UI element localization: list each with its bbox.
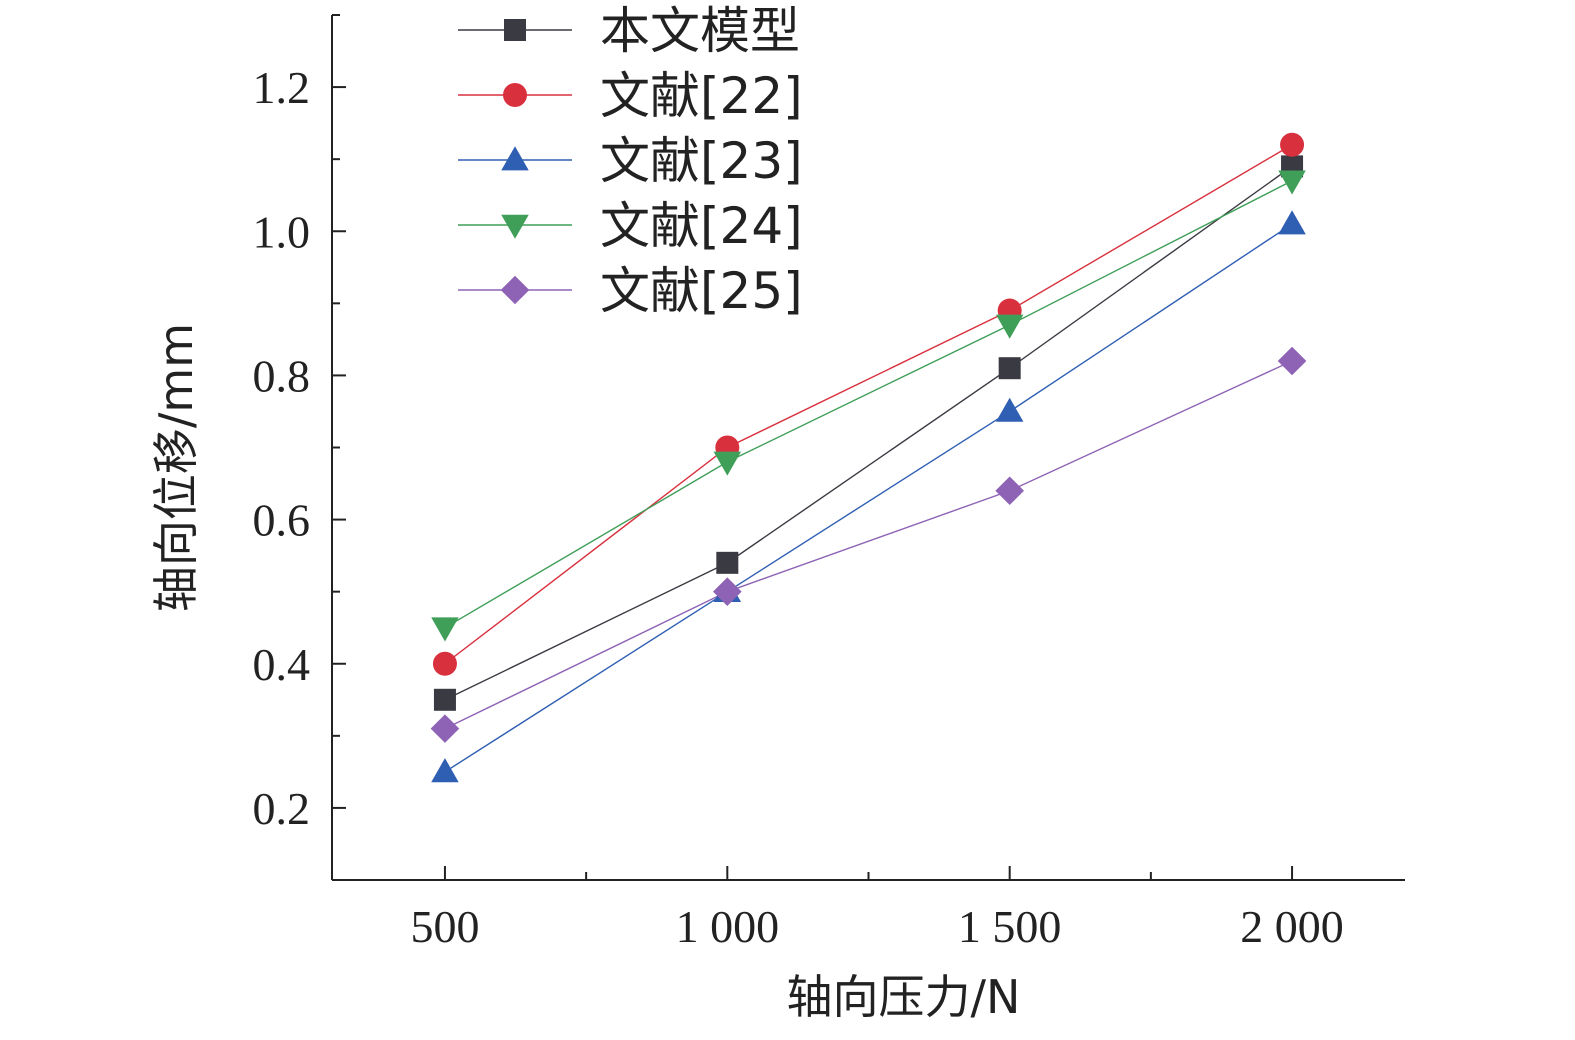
legend-marker <box>503 83 527 107</box>
series-markers <box>430 132 1307 783</box>
series-4-point <box>430 714 460 743</box>
series-1-point <box>432 651 457 676</box>
series-line-0 <box>444 165 1293 701</box>
series-2-point <box>431 758 459 783</box>
legend-marker <box>501 214 529 239</box>
legend-entry-label: 本文模型 <box>600 2 800 60</box>
series-3-point <box>995 314 1024 339</box>
y-tick-label: 1.2 <box>253 62 311 113</box>
series-3-point <box>431 617 459 642</box>
series-2-point <box>995 397 1024 422</box>
series-3-point <box>1278 170 1306 195</box>
series-line-4 <box>444 360 1293 730</box>
legend-entry-label: 文献[23] <box>600 132 803 190</box>
legend-entry-label: 文献[24] <box>600 197 803 255</box>
series-1-point <box>1280 132 1305 157</box>
series-line-1 <box>444 144 1293 665</box>
series-0-point <box>433 688 456 711</box>
legend-entry-label: 文献[25] <box>600 262 803 320</box>
legend-marker <box>501 146 529 171</box>
series-4-point <box>1277 346 1307 376</box>
x-tick-label: 2 000 <box>1240 901 1344 952</box>
series-0-point <box>716 551 739 574</box>
series-4-point <box>713 577 742 606</box>
y-axis-title: 轴向位移/mm <box>149 323 203 612</box>
y-tick-label: 0.4 <box>253 639 311 690</box>
series-4-point <box>995 476 1024 506</box>
series-0-point <box>998 357 1021 380</box>
x-axis-title: 轴向压力/N <box>787 970 1021 1024</box>
x-tick-label: 1 000 <box>676 901 780 952</box>
series-3-point <box>713 451 742 476</box>
series-lines <box>444 144 1293 773</box>
x-tick-label: 1 500 <box>958 901 1062 952</box>
legend-marker <box>504 19 526 41</box>
series-2-point <box>1278 210 1306 235</box>
series-line-3 <box>444 180 1293 629</box>
y-tick-label: 0.8 <box>253 350 311 401</box>
legend-entry-label: 文献[22] <box>600 67 803 125</box>
legend-marker <box>500 275 530 305</box>
y-tick-label: 1.0 <box>253 206 311 257</box>
x-tick-label: 500 <box>410 901 479 952</box>
series-line-2 <box>444 223 1293 773</box>
axes: 0.2 0.4 0.6 0.8 1.0 1.2 500 1 000 1 500 2 000 <box>253 14 1405 952</box>
y-tick-label: 0.6 <box>253 495 311 546</box>
y-tick-label: 0.2 <box>253 783 311 834</box>
